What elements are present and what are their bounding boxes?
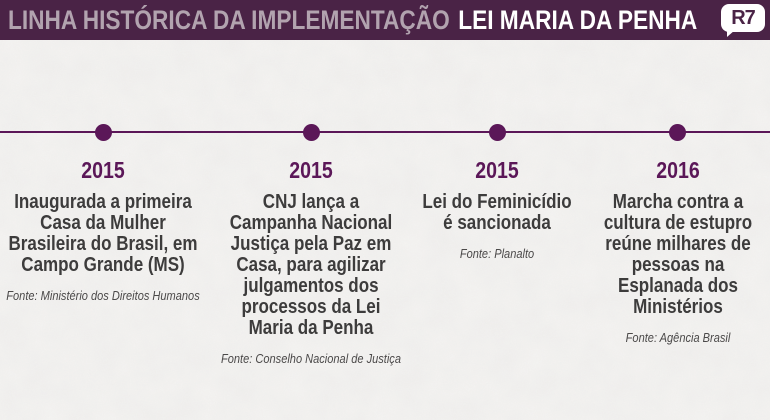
r7-logo: R7 [721,4,765,37]
header-bar: LINHA HISTÓRICA DA IMPLEMENTAÇÃO LEI MARI… [0,0,770,40]
timeline-dot [489,124,506,141]
event-description: Lei do Feminicídio é sancionada [422,191,572,234]
header-title: LINHA HISTÓRICA DA IMPLEMENTAÇÃO LEI MARI… [8,0,697,40]
event-description: CNJ lança a Campanha Nacional Justiça pe… [229,191,393,339]
r7-logo-tail-icon [727,30,735,37]
event-source: Fonte: Conselho Nacional de Justiça [221,351,401,366]
event-year: 2015 [475,157,519,183]
timeline-dot [669,124,686,141]
event-year: 2015 [289,157,333,183]
event-description: Marcha contra a cultura de estupro reúne… [603,191,753,318]
timeline-event: 2015 Inaugurada a primeira Casa da Mulhe… [0,157,214,303]
timeline-dot [95,124,112,141]
header-title-prefix: LINHA HISTÓRICA DA IMPLEMENTAÇÃO [8,5,450,35]
timeline-dot [303,124,320,141]
event-year: 2015 [81,157,125,183]
event-source: Fonte: Ministério dos Direitos Humanos [6,288,200,303]
timeline-event: 2015 CNJ lança a Campanha Nacional Justi… [201,157,422,366]
event-year: 2016 [656,157,700,183]
timeline-event: 2015 Lei do Feminicídio é sancionada Fon… [395,157,599,261]
header-title-highlight: LEI MARIA DA PENHA [458,5,698,35]
r7-logo-bubble: R7 [721,4,765,32]
event-description: Inaugurada a primeira Casa da Mulher Bra… [8,191,198,276]
event-source: Fonte: Agência Brasil [625,330,731,345]
event-source: Fonte: Planalto [459,246,535,261]
timeline-line [0,131,770,133]
r7-logo-text: R7 [731,6,756,29]
timeline-event: 2016 Marcha contra a cultura de estupro … [576,157,770,345]
